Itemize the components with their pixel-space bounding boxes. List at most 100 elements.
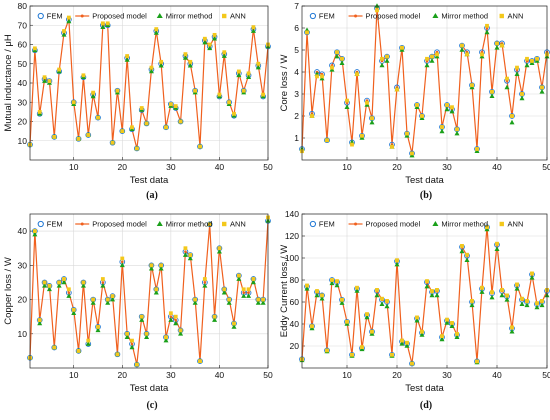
ann-point: [400, 338, 404, 343]
legend: FEM Proposed model Mirror method ANN: [37, 220, 246, 229]
proposed-model-point: [247, 291, 250, 295]
mirror-method-point: [246, 74, 252, 80]
ann-point: [261, 92, 266, 97]
ann-point: [330, 65, 334, 70]
mirror-method-point: [374, 3, 380, 8]
legend-label: FEM: [47, 12, 63, 21]
ann-point: [188, 253, 193, 257]
ann-point: [335, 50, 339, 55]
ann-point: [495, 41, 499, 46]
proposed-model-line: [29, 19, 269, 149]
ann-point: [62, 277, 66, 281]
ann-point: [222, 287, 227, 292]
x-tick-label: 10: [342, 370, 352, 380]
mirror-method-point: [539, 302, 545, 308]
ann-point: [370, 116, 374, 121]
mirror-method-point: [250, 279, 256, 285]
mirror-method-point: [529, 275, 535, 280]
x-tick-label: 10: [69, 370, 79, 380]
ann-point: [520, 296, 524, 301]
ann-point: [159, 59, 164, 64]
ann-point: [178, 328, 183, 333]
ann-point: [130, 338, 134, 343]
legend-mirror-marker: [432, 13, 439, 18]
mirror-method-point: [424, 283, 430, 289]
ann-point: [320, 293, 324, 298]
legend-label: Proposed model: [92, 12, 147, 21]
legend-label: Proposed model: [366, 12, 421, 21]
mirror-method-point: [329, 280, 335, 286]
ann-point: [345, 98, 349, 103]
mirror-method-point: [319, 295, 325, 301]
ann-point: [385, 54, 389, 59]
mirror-method-point: [339, 300, 345, 305]
y-tick-label: 50: [18, 59, 28, 69]
proposed-model-point: [101, 281, 105, 284]
mirror-method-point: [241, 293, 247, 298]
mirror-method-point: [90, 300, 96, 305]
mirror-method-point: [42, 78, 48, 83]
ann-point: [164, 335, 168, 340]
mirror-method-point: [255, 300, 261, 305]
y-tick-label: 2: [294, 111, 299, 121]
ann-point: [193, 88, 198, 93]
ann-point: [168, 102, 173, 107]
plot-frame: [301, 213, 548, 369]
mirror-method-point: [494, 45, 500, 50]
mirror-method-point: [158, 265, 164, 271]
legend-label: Mirror method: [441, 12, 488, 21]
mirror-method-point: [144, 334, 150, 339]
legend-ann-marker: [222, 221, 227, 227]
ann-point: [405, 340, 409, 345]
mirror-method-point: [449, 108, 455, 114]
mirror-method-point: [80, 283, 86, 288]
mirror-method-point: [260, 300, 266, 305]
y-tick-label: 20: [18, 295, 28, 305]
ann-point: [485, 225, 489, 230]
mirror-method-point: [246, 293, 252, 298]
fem-point: [509, 113, 515, 119]
mirror-method-point: [178, 330, 184, 336]
x-tick-label: 50: [263, 162, 273, 172]
legend-fem-marker: [309, 220, 316, 228]
mirror-method-point: [66, 293, 72, 298]
plot-frame: [301, 5, 548, 161]
ann-point: [475, 359, 479, 364]
legend-proposed-marker: [354, 222, 358, 226]
ann-point: [144, 121, 149, 126]
ann-point: [168, 311, 173, 316]
x-axis-label: Test data: [405, 175, 444, 186]
mirror-method-point: [105, 300, 111, 305]
ann-point: [350, 142, 354, 147]
ann-point: [525, 299, 529, 303]
mirror-method-point: [379, 62, 385, 68]
y-tick-label: 140: [285, 209, 299, 219]
x-tick-label: 20: [392, 162, 402, 172]
x-tick-label: 40: [492, 162, 502, 172]
mirror-method-point: [182, 55, 188, 60]
ann-point: [227, 100, 232, 105]
ann-point: [110, 140, 115, 145]
panel-caption: (a): [146, 190, 158, 201]
y-tick-label: 10: [18, 329, 28, 339]
ann-point: [420, 329, 424, 334]
ann-point: [251, 25, 256, 30]
mirror-method-point: [434, 292, 440, 298]
mirror-method-point: [56, 283, 62, 288]
x-tick-label: 30: [166, 370, 176, 380]
ann-point: [450, 321, 454, 325]
y-tick-label: 6: [294, 23, 299, 33]
ann-point: [360, 133, 364, 138]
ann-point: [37, 109, 42, 114]
y-axis-label: Eddy Current loss / W: [279, 245, 290, 337]
mirror-method-point: [504, 297, 510, 302]
ann-point: [480, 285, 484, 290]
x-tick-label: 20: [392, 370, 402, 380]
ann-point: [222, 50, 227, 55]
ann-point: [365, 312, 369, 316]
y-tick-label: 20: [290, 341, 300, 351]
mirror-method-point: [509, 328, 515, 334]
ann-point: [395, 258, 399, 263]
ann-point: [515, 65, 519, 70]
ann-point: [445, 103, 449, 107]
